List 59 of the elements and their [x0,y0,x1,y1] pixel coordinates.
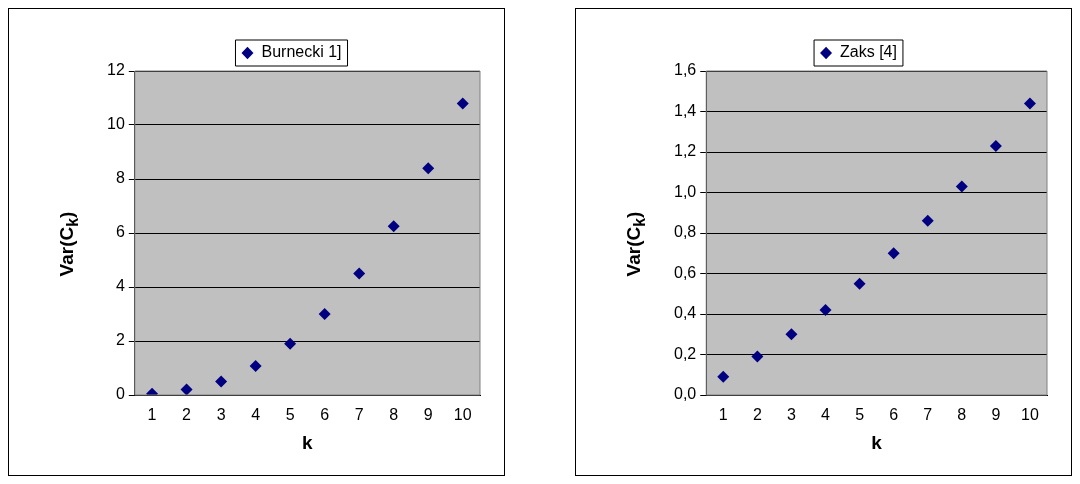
x-tick-label: 2 [182,406,192,424]
x-tick-label: 10 [453,406,472,424]
point [717,370,730,383]
x-tick-label: 5 [855,406,865,424]
y-tick-label: 0,6 [673,263,697,281]
point [318,308,331,320]
x-tick-label: 9 [991,406,1001,424]
x-tick-label: 9 [423,406,433,424]
x-tick-label: 3 [786,406,796,424]
point [1023,97,1036,110]
x-tick-label: 6 [889,406,899,424]
y-tick-label: 12 [107,61,125,79]
x-tick-label: 3 [216,406,226,424]
point [785,328,798,341]
y-tick-label: 1,6 [673,61,697,79]
point [284,337,297,350]
x-tick-label: 7 [354,406,364,424]
y-tick-label: 4 [115,277,125,295]
point [215,375,228,388]
x-tick-label: 5 [285,406,295,424]
y-tick-label: 2 [115,331,125,349]
point [921,214,934,227]
point [180,383,193,395]
x-tick-label: 6 [320,406,330,424]
x-axis-title: k [302,431,314,453]
y-tick-label: 0 [115,385,125,403]
point [887,247,900,260]
legend-label: Burnecki 1] [261,43,342,61]
y-tick-label: 10 [107,115,125,133]
y-tick-label: 0,2 [673,344,697,362]
point [387,220,400,233]
x-tick-label: 10 [1021,406,1039,424]
legend-label: Zaks [4] [840,43,897,61]
x-tick-label: 1 [147,406,157,424]
y-tick-label: 6 [115,223,125,241]
x-tick-label: 8 [957,406,967,424]
y-tick-label: 1,2 [673,142,697,160]
x-tick-label: 8 [389,406,399,424]
x-tick-label: 7 [923,406,933,424]
y-tick-label: 1,0 [673,182,697,200]
point [955,180,968,193]
point [456,97,469,110]
x-tick-label: 1 [718,406,728,424]
point [422,162,435,175]
point [819,303,832,316]
y-tick-label: 1,4 [673,101,697,119]
point [249,360,262,373]
x-tick-label: 4 [821,406,831,424]
point [353,267,366,280]
x-tick-label: 2 [752,406,762,424]
y-tick-label: 0,8 [673,223,697,241]
x-tick-label: 4 [251,406,261,424]
y-tick-label: 0,4 [673,304,697,322]
point [853,277,866,290]
point [751,350,764,363]
y-tick-label: 0,0 [673,385,697,403]
x-axis-title: k [871,431,883,453]
point [989,139,1002,152]
y-tick-label: 8 [115,169,125,187]
